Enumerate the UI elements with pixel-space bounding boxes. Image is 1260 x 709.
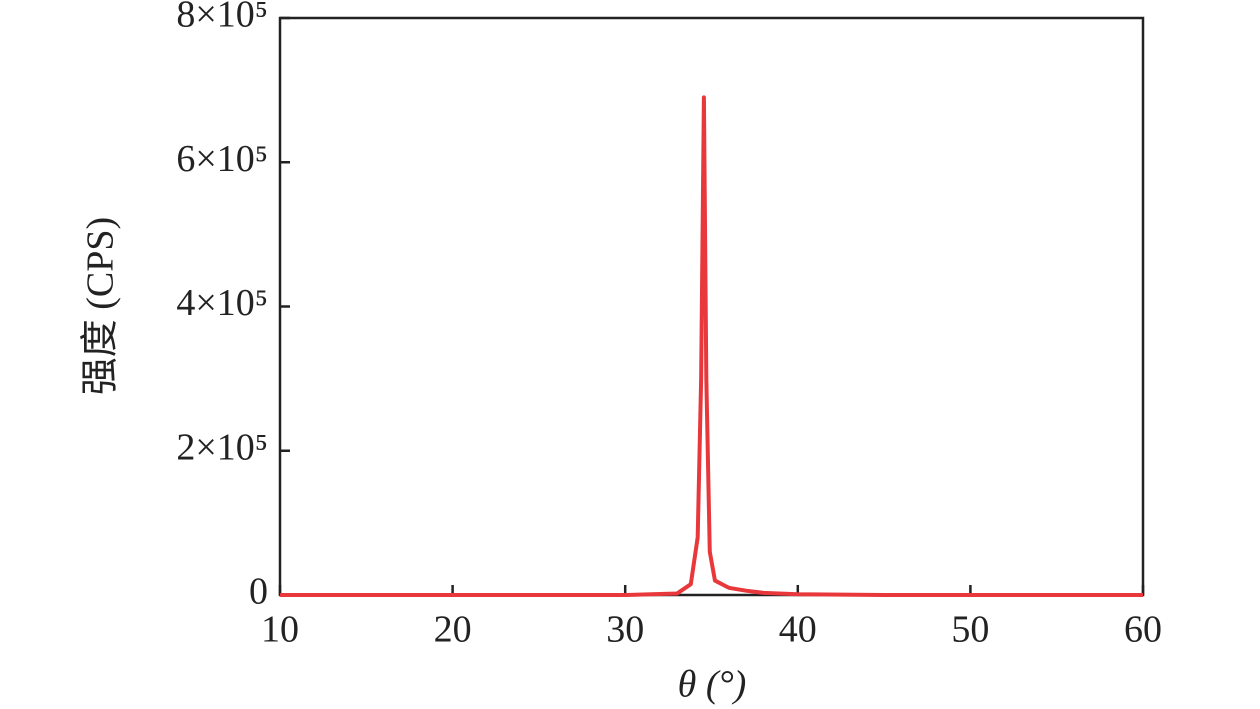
y-tick-label: 6×10⁵ <box>176 138 268 180</box>
x-tick-label: 50 <box>951 609 989 651</box>
x-axis-label: θ (°) <box>678 664 747 706</box>
y-tick-label: 8×10⁵ <box>176 0 268 36</box>
data-line <box>280 95 1143 597</box>
y-axis-label: 强度 (CPS) <box>80 217 122 395</box>
plot-frame <box>278 16 1145 597</box>
y-tick-label: 0 <box>249 571 268 613</box>
x-tick-label: 40 <box>779 609 817 651</box>
y-tick-label: 2×10⁵ <box>176 426 268 468</box>
x-tick-label: 60 <box>1124 609 1162 651</box>
x-tick-label: 20 <box>434 609 472 651</box>
y-tick-label: 4×10⁵ <box>176 282 268 324</box>
x-tick-label: 30 <box>606 609 644 651</box>
x-tick-label: 10 <box>261 609 299 651</box>
